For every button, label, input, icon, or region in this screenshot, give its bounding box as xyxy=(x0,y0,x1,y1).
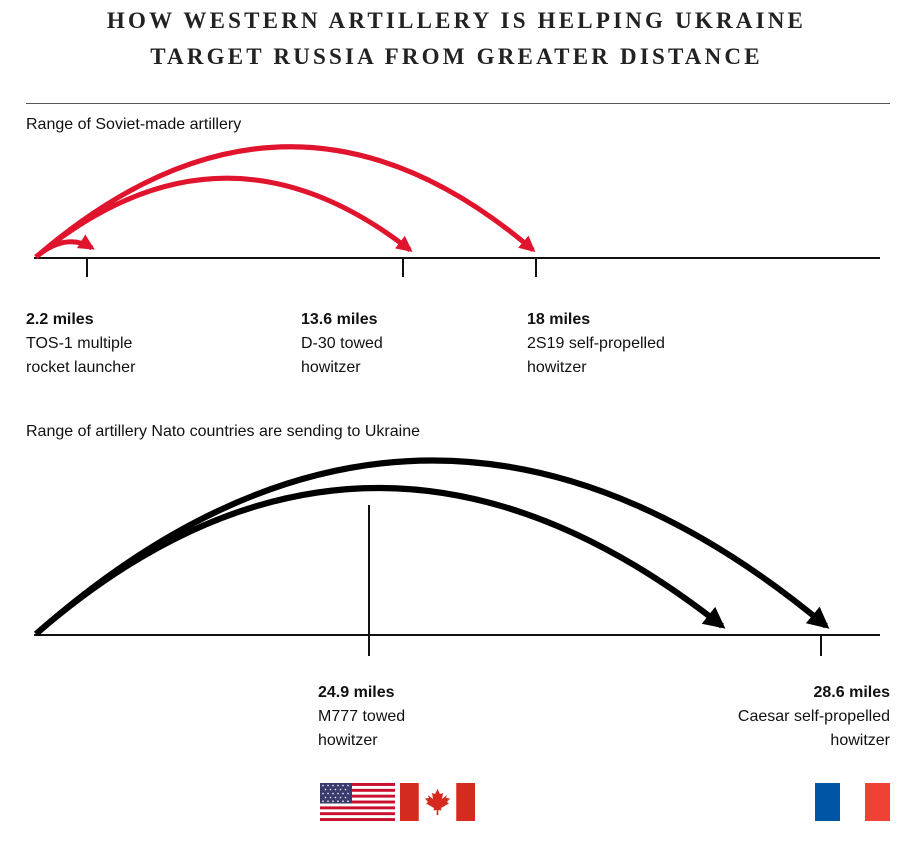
name-caesar-line1: Caesar self-propelled xyxy=(737,708,890,725)
nato-section-label: Range of artillery Nato countries are se… xyxy=(26,423,420,440)
label-m777: 24.9 miles M777 towed howitzer xyxy=(318,681,405,753)
label-caesar: 28.6 miles Caesar self-propelled howitze… xyxy=(690,681,890,753)
name-m777-line1: M777 towed xyxy=(318,708,406,725)
france-flag-icon xyxy=(815,783,890,821)
name-m777-line2: howitzer xyxy=(318,732,378,749)
name-d30-line2: howitzer xyxy=(301,359,361,376)
name-d30-line1: D-30 towed xyxy=(301,335,383,352)
name-caesar-line2: howitzer xyxy=(830,732,890,749)
title-line-2: TARGET RUSSIA FROM GREATER DISTANCE xyxy=(150,44,763,69)
range-caesar: 28.6 miles xyxy=(813,684,891,701)
title-line-1: HOW WESTERN ARTILLERY IS HELPING UKRAINE xyxy=(106,8,807,33)
name-2s19-line1: 2S19 self-propelled xyxy=(527,335,665,352)
title-divider xyxy=(26,103,890,104)
soviet-section-label: Range of Soviet-made artillery xyxy=(26,116,242,133)
range-d30: 13.6 miles xyxy=(301,311,378,328)
name-tos1-line2: rocket launcher xyxy=(26,359,136,376)
name-2s19-line2: howitzer xyxy=(527,359,587,376)
label-2s19: 18 miles 2S19 self-propelled howitzer xyxy=(527,308,665,380)
label-d30: 13.6 miles D-30 towed howitzer xyxy=(301,308,383,380)
range-m777: 24.9 miles xyxy=(318,684,395,701)
soviet-arc-2s19 xyxy=(34,144,536,259)
label-tos1: 2.2 miles TOS-1 multiple rocket launcher xyxy=(26,308,135,380)
range-2s19: 18 miles xyxy=(527,311,591,328)
name-tos1-line1: TOS-1 multiple xyxy=(26,335,133,352)
nato-arc-caesar xyxy=(34,457,830,637)
range-tos1: 2.2 miles xyxy=(26,311,94,328)
us-flag-icon xyxy=(320,783,395,821)
canada-flag-icon xyxy=(400,783,475,821)
nato-arc-m777 xyxy=(34,485,726,637)
